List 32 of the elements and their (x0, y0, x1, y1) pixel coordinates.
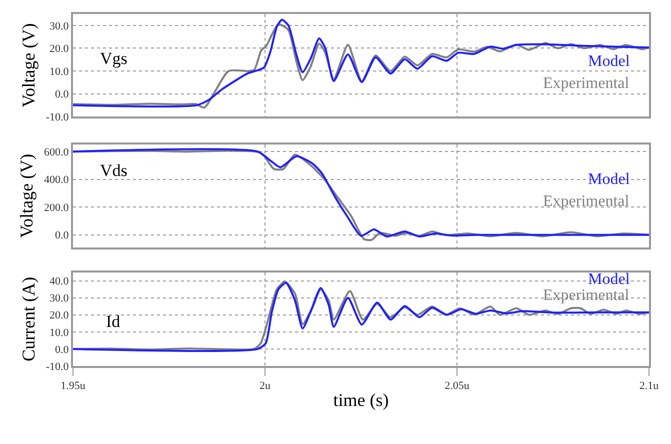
y-tick-label: -10.0 (46, 360, 70, 373)
series-label: Model (588, 271, 630, 288)
x-axis-title: time (s) (333, 390, 389, 410)
y-tick-label: 0.0 (55, 88, 70, 101)
series-label: Experimental (543, 287, 630, 304)
y-axis-title: Current (A) (18, 276, 39, 362)
y-tick-label: 20.0 (50, 310, 70, 322)
y-tick-label: 0.0 (55, 344, 70, 356)
y-tick-label: 10.0 (50, 326, 70, 339)
y-tick-label: 400.0 (44, 174, 70, 186)
y-tick-label: 200.0 (44, 202, 70, 214)
x-tick-label: 2u (260, 380, 271, 392)
y-tick-label: 40.0 (50, 276, 70, 288)
y-tick-label: 600.0 (44, 146, 70, 158)
text: Model (588, 171, 630, 188)
annotation: Vds (100, 161, 128, 180)
series-label: Experimental (543, 193, 630, 210)
y-axis-title: Voltage (V) (16, 154, 37, 238)
annotation: Vgs (100, 49, 128, 68)
x-tick-label: 2.05u (444, 380, 470, 392)
y-tick-label: -10.0 (46, 112, 70, 124)
y-tick-label: 0.0 (55, 230, 70, 242)
y-tick-label: 30.0 (50, 20, 70, 32)
y-tick-label: 20.0 (50, 43, 70, 56)
series-label: Model (588, 53, 630, 70)
series-label: Experimental (543, 75, 630, 92)
y-axis-title: Voltage (V) (18, 23, 39, 108)
y-tick-label: 10.0 (50, 66, 70, 78)
y-tick-label: 30.0 (50, 292, 70, 305)
x-tick-label: 1.95u (60, 380, 86, 392)
x-tick-label: 2.1u (639, 380, 660, 392)
annotation: Id (106, 312, 121, 331)
